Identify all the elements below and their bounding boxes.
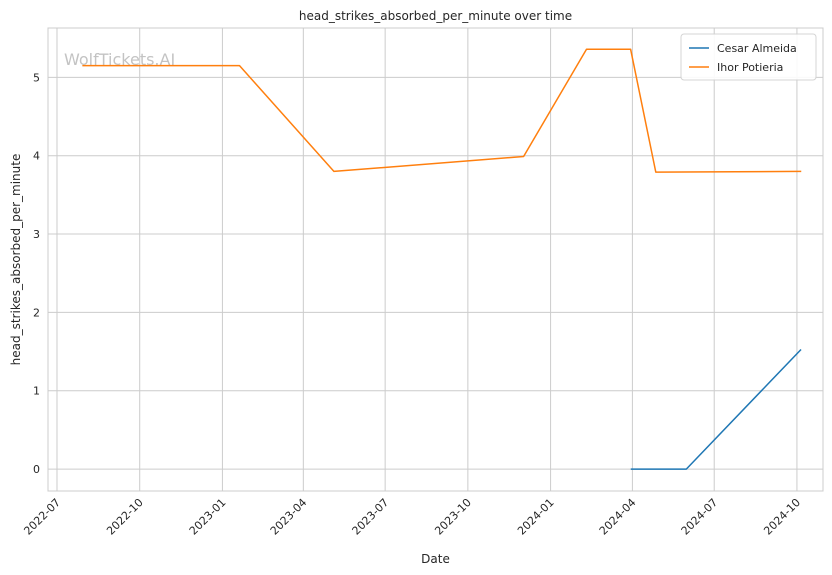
chart-title: head_strikes_absorbed_per_minute over ti…	[299, 9, 572, 23]
x-tick-label: 2023-07	[350, 496, 392, 538]
plot-area	[47, 27, 824, 492]
x-tick-label: 2022-07	[21, 496, 63, 538]
x-tick-label: 2023-01	[187, 496, 229, 538]
y-tick-label: 4	[33, 150, 40, 163]
series-line-1	[630, 348, 802, 470]
series-line-2	[82, 48, 802, 173]
legend-label-1: Cesar Almeida	[717, 42, 797, 55]
y-tick-label: 1	[33, 385, 40, 398]
x-tick-label: 2023-10	[432, 496, 474, 538]
x-tick-label: 2023-04	[268, 496, 310, 538]
legend-label-2: Ihor Potieria	[717, 61, 783, 74]
y-axis-ticks: 0 1 2 3 4 5	[33, 71, 40, 476]
y-tick-label: 0	[33, 463, 40, 476]
series-lines	[82, 48, 802, 470]
watermark: WolfTickets.AI	[64, 50, 175, 69]
x-tick-label: 2024-10	[761, 496, 803, 538]
legend: Cesar Almeida Ihor Potieria	[680, 33, 817, 81]
legend-box	[680, 33, 817, 81]
y-tick-label: 5	[33, 71, 40, 84]
x-axis-label: Date	[421, 552, 450, 566]
grid	[48, 28, 823, 491]
y-tick-label: 3	[33, 228, 40, 241]
x-axis-ticks: 2022-07 2022-10 2023-01 2023-04 2023-07 2023-…	[21, 496, 803, 538]
x-tick-label: 2024-01	[515, 496, 557, 538]
y-tick-label: 2	[33, 306, 40, 319]
x-tick-label: 2024-04	[597, 496, 639, 538]
x-tick-label: 2024-07	[679, 496, 721, 538]
y-axis-label: head_strikes_absorbed_per_minute	[9, 154, 23, 366]
x-tick-label: 2022-10	[104, 496, 146, 538]
